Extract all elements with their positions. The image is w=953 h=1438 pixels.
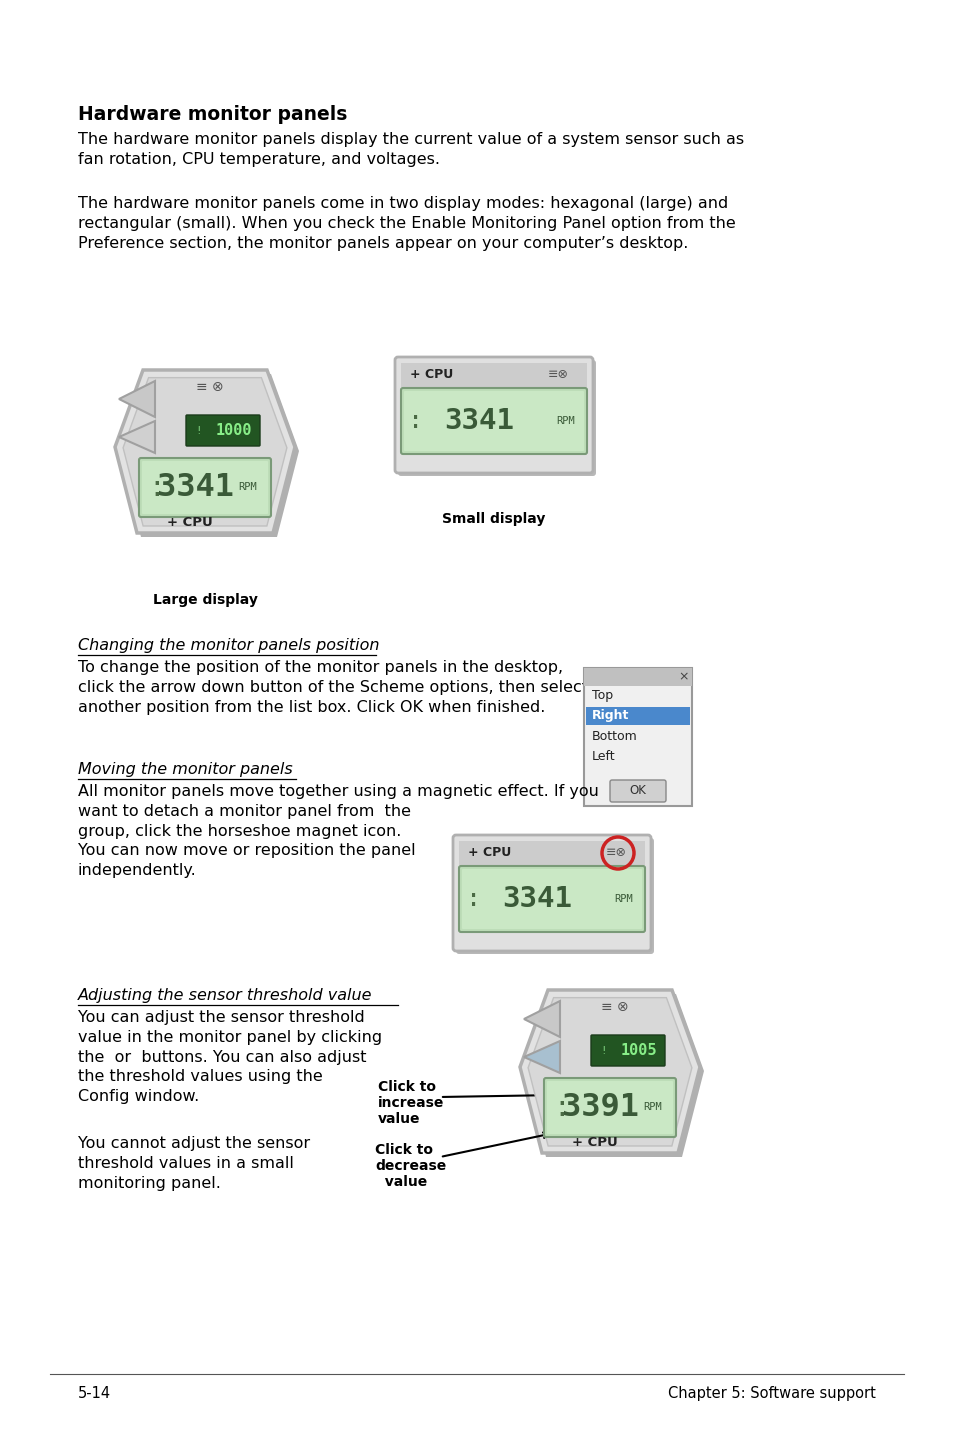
Polygon shape	[523, 994, 703, 1158]
Text: 5-14: 5-14	[78, 1386, 111, 1401]
FancyBboxPatch shape	[403, 391, 583, 452]
FancyBboxPatch shape	[583, 669, 691, 686]
Text: You cannot adjust the sensor
threshold values in a small
monitoring panel.: You cannot adjust the sensor threshold v…	[78, 1136, 310, 1191]
Polygon shape	[519, 989, 700, 1153]
Text: !: !	[194, 426, 201, 436]
Text: ≡ ⊗: ≡ ⊗	[196, 380, 224, 394]
FancyBboxPatch shape	[546, 1081, 672, 1135]
Text: Changing the monitor panels position: Changing the monitor panels position	[78, 638, 379, 653]
Polygon shape	[115, 370, 294, 533]
FancyBboxPatch shape	[186, 416, 260, 446]
Text: ≡ ⊗: ≡ ⊗	[600, 999, 628, 1014]
Text: Click to
increase
value: Click to increase value	[377, 1080, 444, 1126]
FancyBboxPatch shape	[400, 388, 586, 454]
FancyBboxPatch shape	[453, 835, 650, 951]
FancyBboxPatch shape	[543, 1078, 676, 1137]
Polygon shape	[119, 374, 298, 536]
Polygon shape	[523, 1001, 559, 1037]
Text: 3391: 3391	[562, 1091, 639, 1123]
FancyBboxPatch shape	[395, 357, 593, 473]
Text: OK: OK	[629, 784, 646, 797]
FancyBboxPatch shape	[397, 360, 596, 476]
Text: RPM: RPM	[238, 483, 256, 492]
Text: :: :	[408, 408, 422, 433]
Polygon shape	[123, 378, 287, 526]
Text: + CPU: + CPU	[167, 516, 213, 529]
Text: + CPU: + CPU	[468, 847, 511, 860]
Text: Large display: Large display	[152, 592, 257, 607]
Text: All monitor panels move together using a magnetic effect. If you
want to detach : All monitor panels move together using a…	[78, 784, 598, 879]
Polygon shape	[119, 421, 154, 453]
FancyBboxPatch shape	[585, 707, 689, 725]
Text: ≡⊗: ≡⊗	[605, 847, 626, 860]
Text: Bottom: Bottom	[592, 729, 638, 742]
FancyBboxPatch shape	[461, 869, 641, 929]
Text: !: !	[599, 1045, 606, 1055]
Text: Hardware monitor panels: Hardware monitor panels	[78, 105, 347, 124]
Text: Top: Top	[592, 689, 613, 703]
Text: :: :	[553, 1093, 569, 1122]
Text: RPM: RPM	[642, 1103, 661, 1113]
Text: The hardware monitor panels display the current value of a system sensor such as: The hardware monitor panels display the …	[78, 132, 743, 167]
Text: Adjusting the sensor threshold value: Adjusting the sensor threshold value	[78, 988, 372, 1002]
Text: :: :	[465, 887, 480, 912]
Text: The hardware monitor panels come in two display modes: hexagonal (large) and
rec: The hardware monitor panels come in two …	[78, 196, 735, 250]
FancyBboxPatch shape	[583, 669, 691, 807]
Text: Small display: Small display	[442, 512, 545, 526]
Text: 3341: 3341	[157, 472, 234, 503]
Text: 1000: 1000	[215, 423, 252, 439]
FancyBboxPatch shape	[609, 779, 665, 802]
Text: To change the position of the monitor panels in the desktop,
click the arrow dow: To change the position of the monitor pa…	[78, 660, 587, 715]
Text: 3341: 3341	[444, 407, 514, 436]
FancyBboxPatch shape	[456, 838, 654, 953]
FancyBboxPatch shape	[458, 841, 644, 866]
Text: Click to
decrease
  value: Click to decrease value	[375, 1143, 446, 1189]
Text: ×: ×	[678, 670, 688, 683]
Text: RPM: RPM	[614, 894, 633, 905]
FancyBboxPatch shape	[142, 462, 268, 513]
Text: RPM: RPM	[556, 416, 575, 426]
Polygon shape	[523, 1041, 559, 1073]
FancyBboxPatch shape	[139, 457, 271, 518]
FancyBboxPatch shape	[458, 866, 644, 932]
FancyBboxPatch shape	[590, 1035, 664, 1066]
Text: + CPU: + CPU	[572, 1136, 618, 1149]
Text: Left: Left	[592, 749, 615, 762]
Text: You can adjust the sensor threshold
value in the monitor panel by clicking
the  : You can adjust the sensor threshold valu…	[78, 1009, 382, 1104]
Text: + CPU: + CPU	[410, 368, 453, 381]
Text: Moving the monitor panels: Moving the monitor panels	[78, 762, 293, 777]
Polygon shape	[528, 998, 691, 1146]
Text: 3341: 3341	[502, 884, 572, 913]
Text: Right: Right	[592, 709, 629, 722]
Text: ≡⊗: ≡⊗	[547, 368, 568, 381]
Text: :: :	[148, 473, 165, 502]
Text: 1005: 1005	[619, 1043, 657, 1058]
FancyBboxPatch shape	[400, 362, 586, 387]
Text: Chapter 5: Software support: Chapter 5: Software support	[667, 1386, 875, 1401]
Polygon shape	[119, 381, 154, 417]
